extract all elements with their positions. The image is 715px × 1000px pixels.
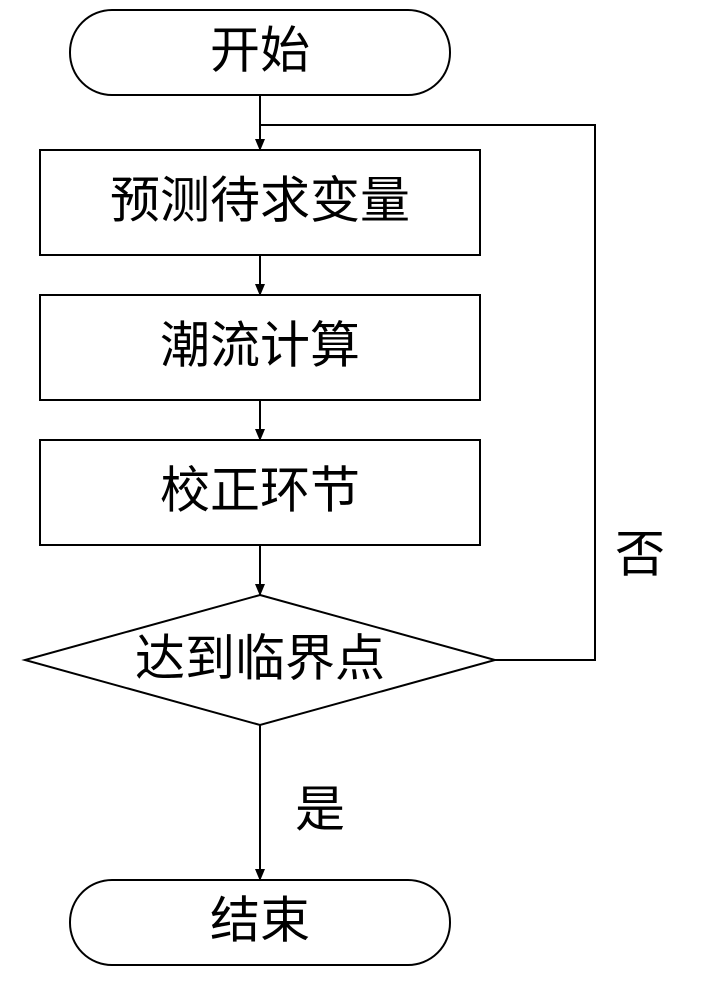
node-correct: 校正环节: [40, 440, 480, 545]
node-start-label: 开始: [210, 22, 310, 78]
node-predict-label: 预测待求变量: [110, 172, 410, 228]
node-calc: 潮流计算: [40, 295, 480, 400]
flowchart-canvas: 开始 预测待求变量 潮流计算 校正环节 达到临界点 是 否 结束: [0, 0, 715, 1000]
edge-label-yes: 是: [295, 781, 345, 837]
node-calc-label: 潮流计算: [160, 317, 360, 373]
node-decide-label: 达到临界点: [135, 630, 385, 686]
node-predict: 预测待求变量: [40, 150, 480, 255]
node-end: 结束: [70, 880, 450, 965]
node-start: 开始: [70, 10, 450, 95]
node-decide: 达到临界点: [25, 595, 495, 725]
node-correct-label: 校正环节: [160, 462, 360, 518]
edge-label-no: 否: [615, 526, 665, 582]
node-end-label: 结束: [210, 892, 310, 948]
